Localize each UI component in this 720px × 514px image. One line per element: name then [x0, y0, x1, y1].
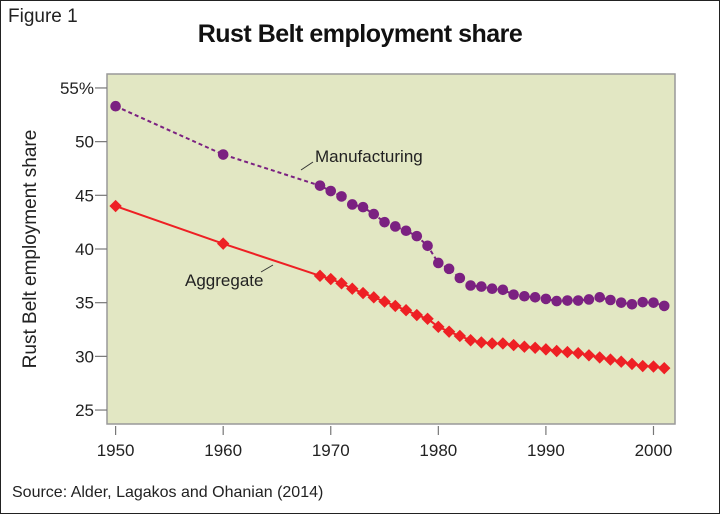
manufacturing-label: Manufacturing [315, 147, 423, 166]
manufacturing-point [551, 295, 562, 307]
aggregate-point [571, 346, 585, 360]
aggregate-point [593, 351, 606, 364]
manufacturing-point [454, 272, 466, 284]
aggregate-point [442, 325, 456, 338]
aggregate-point [561, 345, 574, 359]
aggregate-point [518, 340, 531, 353]
plot-area [106, 73, 676, 425]
aggregate-point [496, 337, 510, 350]
manufacturing-point [637, 296, 649, 308]
manufacturing-point [486, 283, 498, 295]
aggregate-point [539, 343, 553, 356]
manufacturing-point [476, 281, 487, 292]
aggregate-point [475, 336, 488, 349]
aggregate-point [658, 361, 671, 375]
manufacturing-point [400, 225, 412, 237]
aggregate-point [604, 353, 617, 366]
chart-title: Rust Belt employment share [197, 20, 523, 48]
aggregate-point [507, 338, 520, 352]
aggregate-point [485, 337, 499, 350]
y-axis-label: Rust Belt employment share [20, 130, 41, 369]
manufacturing-leader [300, 161, 314, 171]
aggregate-point [399, 303, 413, 317]
manufacturing-point [465, 280, 476, 291]
aggregate-point [410, 308, 424, 322]
manufacturing-point [658, 300, 670, 312]
aggregate-point [432, 320, 445, 334]
y-tick-label: 35 [75, 294, 94, 313]
manufacturing-point [110, 100, 121, 112]
manufacturing-point [519, 290, 530, 302]
source-note: Source: Alder, Lagakos and Ohanian (2014… [12, 484, 324, 501]
x-tick-label: 1950 [97, 441, 135, 460]
aggregate-point [216, 237, 230, 250]
y-tick-label: 25 [75, 401, 94, 420]
manufacturing-point [626, 298, 638, 310]
x-tick-label: 1990 [527, 441, 565, 460]
manufacturing-point [594, 292, 605, 303]
aggregate-point [367, 291, 380, 304]
manufacturing-point [605, 294, 616, 306]
aggregate-point [313, 269, 327, 283]
aggregate-point [389, 299, 402, 313]
aggregate-point [356, 286, 370, 300]
manufacturing-point [325, 185, 337, 197]
aggregate-point [346, 282, 359, 295]
manufacturing-point [433, 257, 444, 269]
manufacturing-point [336, 191, 347, 202]
aggregate-leader [260, 264, 274, 273]
x-tick-label: 1980 [419, 441, 457, 460]
manufacturing-point [368, 208, 380, 220]
y-tick-label: 40 [75, 240, 94, 259]
aggregate-point [550, 344, 563, 358]
aggregate-point [421, 312, 434, 325]
x-tick-label: 2000 [635, 441, 673, 460]
aggregate-point [582, 349, 596, 362]
manufacturing-point [346, 199, 358, 210]
manufacturing-point [390, 221, 401, 232]
aggregate-point [378, 295, 391, 308]
manufacturing-point [615, 297, 627, 308]
y-tick-label: 55% [60, 79, 94, 98]
manufacturing-point [422, 240, 433, 252]
aggregate-point [528, 341, 542, 354]
aggregate-point [636, 359, 649, 373]
y-tick-label: 50 [75, 133, 94, 152]
manufacturing-point [379, 216, 390, 228]
manufacturing-point [497, 284, 509, 296]
aggregate-point [453, 329, 467, 343]
aggregate-label: Aggregate [185, 271, 263, 290]
aggregate-point [109, 199, 122, 213]
manufacturing-point [443, 263, 455, 275]
aggregate-point [647, 360, 660, 373]
aggregate-point [625, 357, 639, 371]
manufacturing-point [314, 180, 326, 191]
manufacturing-point [648, 297, 659, 308]
manufacturing-point [583, 294, 595, 305]
manufacturing-point [357, 201, 369, 213]
y-tick-label: 30 [75, 347, 94, 366]
manufacturing-point [540, 293, 552, 305]
manufacturing-point [411, 230, 423, 242]
manufacturing-point [217, 149, 229, 160]
aggregate-point [615, 355, 628, 368]
y-tick-label: 45 [75, 186, 94, 205]
x-tick-label: 1970 [312, 441, 350, 460]
aggregate-point [464, 334, 477, 347]
aggregate-point [324, 272, 337, 286]
figure-label: Figure 1 [8, 6, 78, 27]
x-tick-label: 1960 [204, 441, 242, 460]
aggregate-point [335, 277, 348, 290]
manufacturing-point [508, 289, 519, 300]
manufacturing-point [529, 292, 541, 303]
manufacturing-point [562, 295, 573, 306]
manufacturing-point [572, 295, 584, 306]
